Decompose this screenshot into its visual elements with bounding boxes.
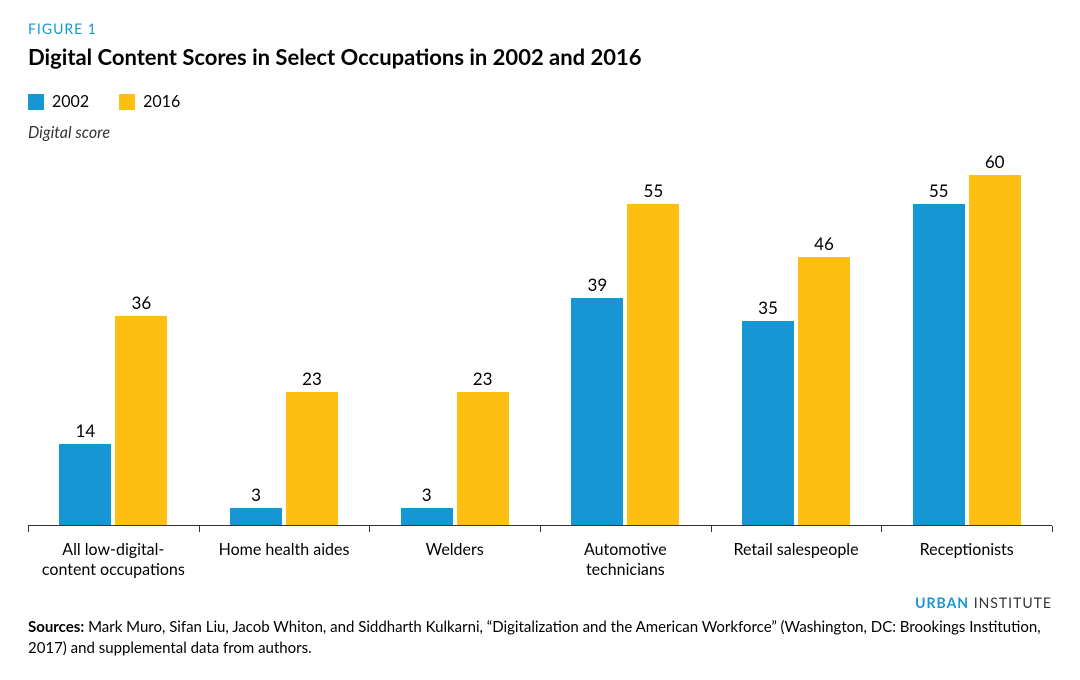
bar-group: 3546	[711, 146, 882, 526]
x-axis-category-label: Automotive technicians	[540, 540, 711, 580]
axis-tick	[199, 526, 200, 532]
bar: 14	[59, 444, 111, 526]
axis-tick	[369, 526, 370, 532]
legend-swatch	[28, 94, 44, 110]
bar: 39	[571, 298, 623, 526]
bar-group: 5560	[881, 146, 1052, 526]
bar-value-label: 60	[985, 151, 1005, 172]
brand-logo: URBAN INSTITUTE	[28, 594, 1052, 611]
legend: 2002 2016	[28, 92, 1052, 111]
bar: 23	[286, 392, 338, 526]
legend-item: 2016	[119, 92, 180, 111]
bar-value-label: 23	[473, 368, 493, 389]
bar: 55	[627, 204, 679, 526]
bar-value-label: 23	[302, 368, 322, 389]
bar: 23	[457, 392, 509, 526]
axis-tick	[881, 526, 882, 532]
sources-text: Mark Muro, Sifan Liu, Jacob Whiton, and …	[28, 618, 1041, 657]
sources-label: Sources:	[28, 618, 84, 636]
bar: 60	[969, 175, 1021, 526]
bar-value-label: 46	[814, 233, 834, 254]
bar-value-label: 14	[75, 420, 95, 441]
sources-note: Sources: Mark Muro, Sifan Liu, Jacob Whi…	[28, 617, 1052, 659]
bar-value-label: 3	[251, 484, 261, 505]
bar-group: 3955	[540, 146, 711, 526]
bar: 3	[230, 508, 282, 526]
x-axis-category-label: Home health aides	[199, 540, 370, 580]
legend-label: 2016	[143, 92, 180, 111]
bar: 35	[742, 321, 794, 526]
axis-tick	[28, 526, 29, 532]
bar-group: 323	[369, 146, 540, 526]
axis-tick	[711, 526, 712, 532]
x-axis-labels: All low-digital-content occupationsHome …	[28, 540, 1052, 580]
x-axis-category-label: Receptionists	[881, 540, 1052, 580]
legend-swatch	[119, 94, 135, 110]
x-axis-category-label: All low-digital-content occupations	[28, 540, 199, 580]
figure-label: FIGURE 1	[28, 20, 1052, 37]
brand-left: URBAN	[915, 594, 969, 611]
chart-title: Digital Content Scores in Select Occupat…	[28, 43, 1052, 70]
bar: 55	[913, 204, 965, 526]
bar: 3	[401, 508, 453, 526]
bar-group: 1436	[28, 146, 199, 526]
x-axis-category-label: Welders	[369, 540, 540, 580]
x-axis-category-label: Retail salespeople	[711, 540, 882, 580]
legend-label: 2002	[52, 92, 89, 111]
bar: 46	[798, 257, 850, 526]
bar-value-label: 3	[422, 484, 432, 505]
bar-value-label: 36	[131, 292, 151, 313]
brand-right: INSTITUTE	[974, 594, 1052, 611]
axis-tick	[540, 526, 541, 532]
bar-group: 323	[199, 146, 370, 526]
bar-value-label: 55	[929, 180, 949, 201]
bar: 36	[115, 316, 167, 526]
bar-value-label: 35	[758, 297, 778, 318]
y-axis-label: Digital score	[28, 123, 1052, 142]
chart-plot: 1436323323395535465560	[28, 146, 1052, 526]
bar-value-label: 55	[643, 180, 663, 201]
legend-item: 2002	[28, 92, 89, 111]
axis-tick	[1052, 526, 1053, 532]
bar-value-label: 39	[587, 274, 607, 295]
